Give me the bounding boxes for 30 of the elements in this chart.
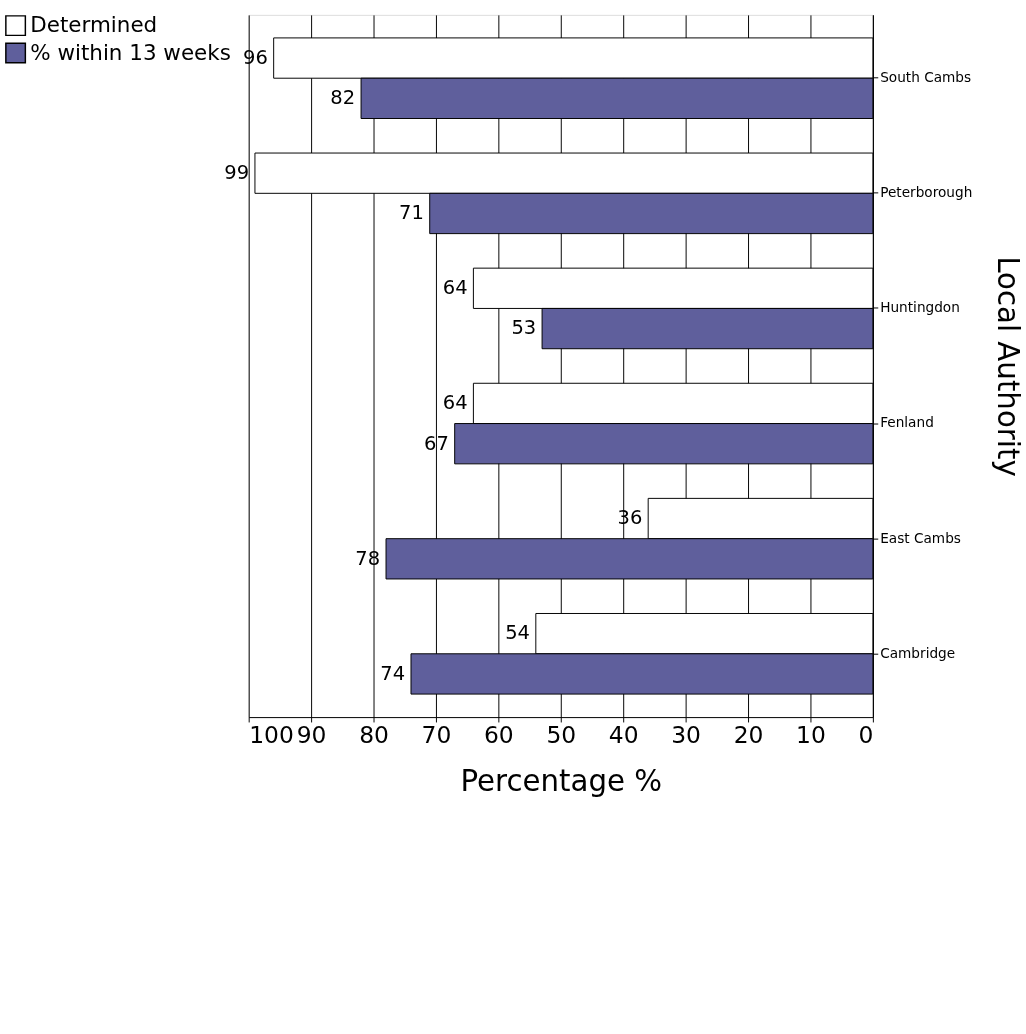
y-tick-label: Fenland xyxy=(880,414,934,431)
data-label: 54 xyxy=(505,621,530,645)
data-label: 74 xyxy=(380,661,406,685)
data-label: 64 xyxy=(442,276,468,300)
data-label: 71 xyxy=(399,201,424,225)
data-label: 53 xyxy=(511,316,537,340)
x-tick-label: 10 xyxy=(796,720,826,749)
x-tick-label: 0 xyxy=(858,720,874,749)
x-tick-label: 60 xyxy=(483,720,514,749)
data-label: 82 xyxy=(330,86,356,110)
y-tick-label: Cambridge xyxy=(880,644,956,661)
y-tick-label: Peterborough xyxy=(880,184,973,201)
data-label: 64 xyxy=(442,391,468,415)
x-tick-label: 50 xyxy=(546,720,577,749)
x-axis-title: Percentage % xyxy=(460,763,663,798)
legend-label: % within 13 weeks xyxy=(30,39,231,65)
y-tick-label: East Cambs xyxy=(880,529,961,546)
x-tick-label: 30 xyxy=(671,720,701,749)
x-tick-label: 90 xyxy=(296,720,327,749)
x-tick-label: 70 xyxy=(421,720,452,749)
x-tick-label: 20 xyxy=(733,720,764,749)
data-label: 78 xyxy=(355,546,381,570)
y-tick-label: Huntingdon xyxy=(880,299,960,316)
x-tick-label: 100 xyxy=(249,720,294,749)
y-axis-title: Local Authority xyxy=(990,256,1025,477)
y-tick-label: South Cambs xyxy=(880,69,972,86)
legend-label: Determined xyxy=(30,12,158,38)
data-label: 99 xyxy=(224,161,250,185)
x-tick-label: 40 xyxy=(608,720,639,749)
x-tick-label: 80 xyxy=(359,720,389,749)
